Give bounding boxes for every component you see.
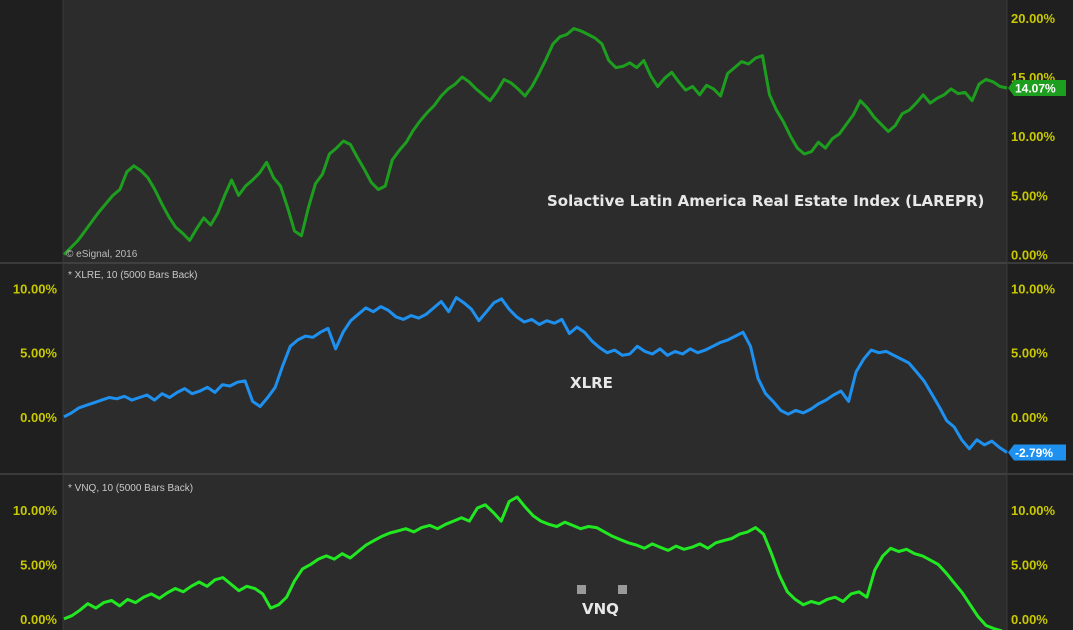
left-tick-label: 5.00%: [20, 558, 57, 573]
right-tick-label: 20.00%: [1011, 11, 1056, 26]
annotation-larepr: Solactive Latin America Real Estate Inde…: [547, 192, 984, 210]
left-tick-label: 10.00%: [13, 503, 58, 518]
pane-header-xlre: * XLRE, 10 (5000 Bars Back): [68, 270, 198, 281]
left-tick-label: 10.00%: [13, 282, 58, 297]
annotation-vnq[interactable]: VNQ: [582, 600, 619, 618]
left-tick-label: 0.00%: [20, 410, 57, 425]
last-value-tag: [1008, 444, 1066, 461]
plot-area-background: [63, 0, 1007, 630]
left-tick-label: 0.00%: [20, 612, 57, 627]
series-line-larepr: [63, 27, 1008, 256]
right-tick-label: 10.00%: [1011, 282, 1056, 297]
pane-header-vnq: * VNQ, 10 (5000 Bars Back): [68, 483, 193, 494]
right-tick-label: 10.00%: [1011, 129, 1056, 144]
right-tick-label: 5.00%: [1011, 188, 1048, 203]
series-line-vnq: [63, 495, 1003, 630]
last-value-tag: [1008, 80, 1066, 97]
right-tick-label: 0.00%: [1011, 612, 1048, 627]
right-tick-label: 0.00%: [1011, 248, 1048, 263]
last-value-label: -2.79%: [1015, 446, 1053, 460]
right-tick-label: 0.00%: [1011, 410, 1048, 425]
right-tick-label: 5.00%: [1011, 346, 1048, 361]
left-axis-strip: [0, 0, 63, 630]
annotation-handle-icon[interactable]: [618, 585, 627, 594]
annotation-handle-icon[interactable]: [577, 585, 586, 594]
right-tick-label: 10.00%: [1011, 503, 1056, 518]
right-axis-strip: [1007, 0, 1073, 630]
annotation-xlre: XLRE: [570, 374, 613, 392]
last-value-label: 14.07%: [1015, 82, 1056, 96]
watermark: © eSignal, 2016: [66, 249, 138, 260]
right-tick-label: 5.00%: [1011, 558, 1048, 573]
left-tick-label: 5.00%: [20, 346, 57, 361]
series-line-xlre: [63, 296, 1008, 454]
